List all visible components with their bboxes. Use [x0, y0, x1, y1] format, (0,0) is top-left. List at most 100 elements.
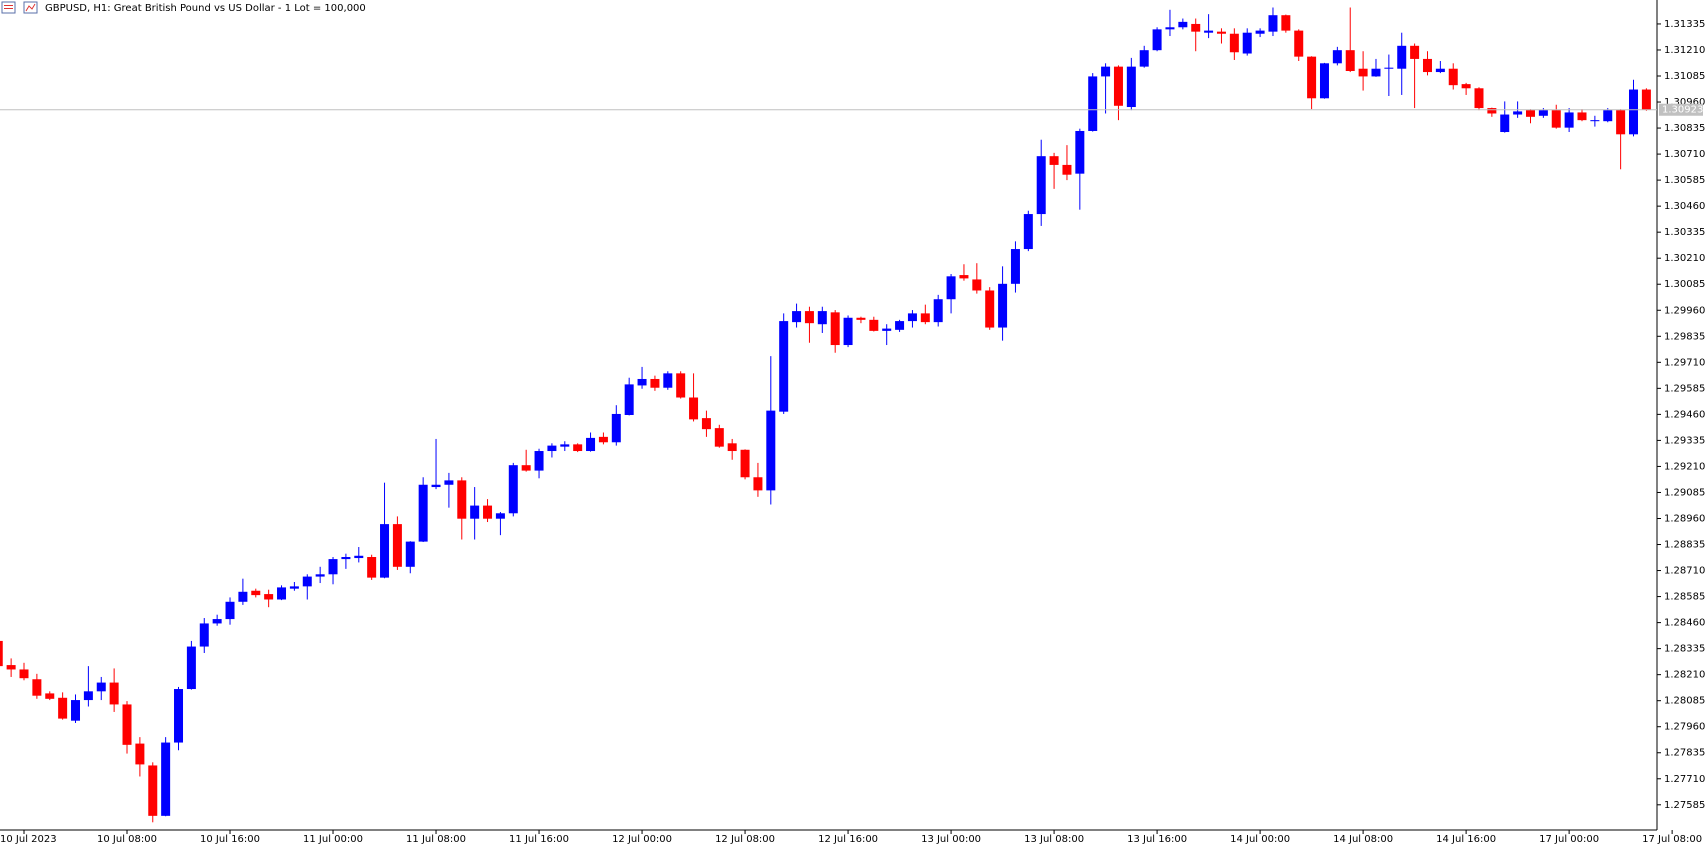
- candle-body: [1101, 66, 1111, 77]
- y-tick-label: 1.28085: [1664, 696, 1705, 707]
- candle-body: [1307, 56, 1317, 99]
- x-tick-label: 13 Jul 00:00: [921, 834, 981, 845]
- candle-body: [1422, 58, 1432, 73]
- candle-body: [1075, 130, 1085, 174]
- x-tick-label: 12 Jul 08:00: [715, 834, 775, 845]
- y-tick-label: 1.30960: [1664, 97, 1705, 108]
- candle-body: [1139, 50, 1149, 67]
- y-tick-label: 1.27835: [1664, 748, 1705, 759]
- candle-body: [251, 590, 261, 596]
- candle-body: [0, 640, 3, 667]
- candle-body: [753, 477, 763, 491]
- y-tick-label: 1.28710: [1664, 566, 1705, 577]
- candle-body: [624, 384, 634, 415]
- candle-body: [1500, 114, 1510, 133]
- candle-body: [856, 317, 866, 320]
- y-tick-label: 1.31335: [1664, 19, 1705, 30]
- y-tick-label: 1.28835: [1664, 540, 1705, 551]
- candle-body: [1268, 15, 1278, 32]
- candle-body: [779, 321, 789, 412]
- candle-body: [946, 276, 956, 300]
- candle-body: [843, 317, 853, 346]
- icon-line: [25, 3, 36, 12]
- candle-body: [689, 397, 699, 420]
- y-tick-label: 1.28960: [1664, 513, 1705, 524]
- y-tick-label: 1.30335: [1664, 227, 1705, 238]
- y-tick-label: 1.29335: [1664, 435, 1705, 446]
- candle-body: [650, 378, 660, 388]
- candle-body: [573, 444, 583, 452]
- candle-body: [32, 679, 42, 696]
- candle-body: [676, 373, 686, 398]
- candle-body: [392, 524, 402, 567]
- candle-body: [560, 444, 570, 447]
- candle-body: [1010, 249, 1020, 284]
- symbol-icons: [1, 1, 38, 14]
- x-tick-label: 17 Jul 08:00: [1642, 834, 1702, 845]
- candle-body: [1126, 66, 1136, 108]
- candle-body: [418, 484, 428, 542]
- y-tick-label: 1.30835: [1664, 123, 1705, 134]
- candle-body: [225, 601, 235, 620]
- candle-body: [1525, 110, 1535, 117]
- candle-body: [380, 524, 390, 578]
- candle-body: [135, 743, 145, 765]
- bid-label: 1.30923: [1662, 105, 1703, 116]
- candle-body: [199, 623, 209, 647]
- x-tick-label: 10 Jul 16:00: [200, 834, 260, 845]
- y-tick-label: 1.30460: [1664, 201, 1705, 212]
- y-tick-label: 1.29835: [1664, 331, 1705, 342]
- candle-body: [1216, 31, 1226, 34]
- candle-body: [1513, 111, 1523, 115]
- y-tick-label: 1.29960: [1664, 305, 1705, 316]
- candle-body: [1590, 120, 1600, 122]
- candle-body: [1229, 33, 1239, 53]
- candle-body: [882, 328, 892, 331]
- candle-body: [1384, 67, 1394, 69]
- candle-body: [367, 557, 377, 578]
- candle-body: [534, 451, 544, 471]
- candle-body: [6, 665, 16, 670]
- candle-body: [1564, 112, 1574, 128]
- y-tick-label: 1.27710: [1664, 774, 1705, 785]
- candle-body: [1410, 45, 1420, 59]
- x-tick-label: 12 Jul 16:00: [818, 834, 878, 845]
- y-tick-label: 1.27960: [1664, 722, 1705, 733]
- y-tick-label: 1.29210: [1664, 461, 1705, 472]
- candle-body: [637, 378, 647, 386]
- candle-body: [1641, 89, 1651, 110]
- candle-body: [817, 311, 827, 325]
- candle-body: [431, 484, 441, 488]
- candle-body: [1538, 110, 1548, 116]
- candle-body: [148, 765, 158, 816]
- x-tick-label: 11 Jul 08:00: [406, 834, 466, 845]
- candle-body: [1616, 110, 1626, 135]
- candle-body: [611, 413, 621, 443]
- candle-body: [959, 275, 969, 279]
- candle-body: [315, 574, 325, 577]
- y-tick-label: 1.28460: [1664, 618, 1705, 629]
- candle-body: [212, 619, 222, 624]
- x-tick-label: 10 Jul 2023: [0, 834, 57, 845]
- candle-body: [1204, 30, 1214, 33]
- x-tick-label: 13 Jul 08:00: [1024, 834, 1084, 845]
- candle-body: [1152, 29, 1162, 51]
- candle-body: [508, 465, 518, 514]
- candle-body: [1294, 30, 1304, 57]
- candle-body: [1332, 50, 1342, 64]
- candle-body: [405, 541, 415, 567]
- candle-body: [1551, 110, 1561, 128]
- candle-body: [96, 682, 106, 692]
- chart-title: GBPUSD, H1: Great British Pound vs US Do…: [45, 3, 366, 14]
- y-tick-label: 1.29085: [1664, 487, 1705, 498]
- candle-body: [714, 428, 724, 447]
- candle-body: [1242, 32, 1252, 54]
- candle-body: [1603, 110, 1613, 122]
- x-tick-label: 10 Jul 08:00: [97, 834, 157, 845]
- candle-body: [1319, 63, 1329, 99]
- candle-body: [740, 449, 750, 478]
- candle-body: [45, 693, 55, 699]
- y-tick-label: 1.29710: [1664, 357, 1705, 368]
- candle-body: [830, 312, 840, 346]
